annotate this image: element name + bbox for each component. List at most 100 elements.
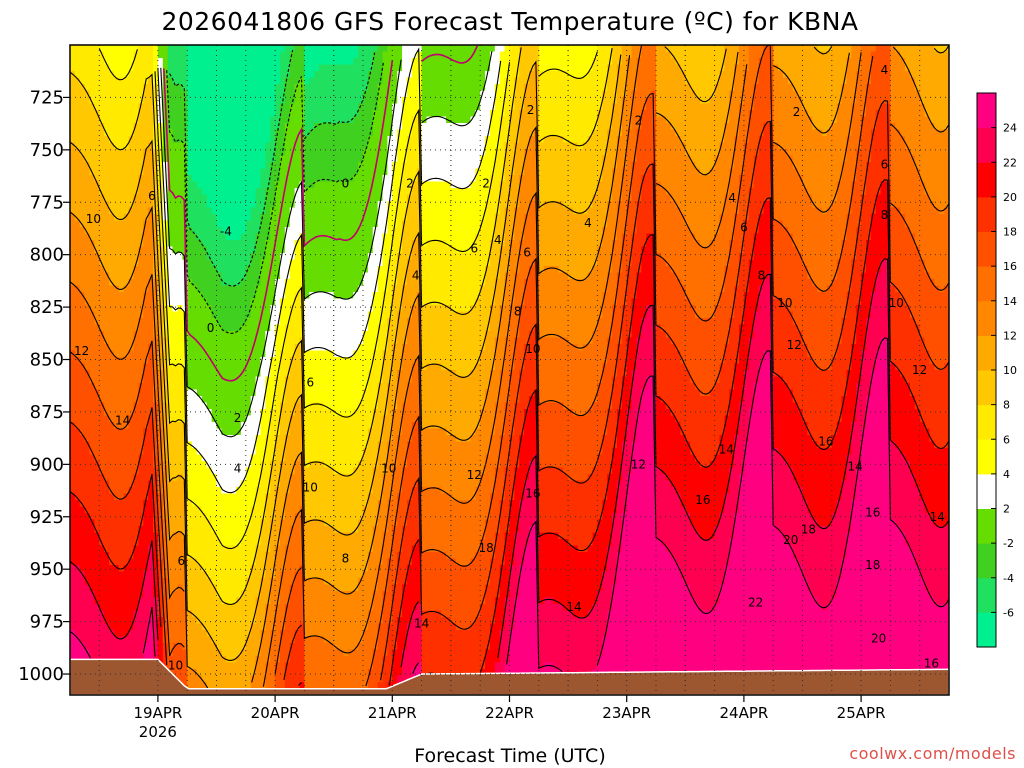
field-cell xyxy=(74,181,81,189)
field-cell xyxy=(143,415,149,423)
field-cell xyxy=(143,175,149,183)
field-cell xyxy=(265,162,271,170)
field-cell xyxy=(196,142,203,150)
field-cell xyxy=(240,266,247,274)
field-cell xyxy=(294,383,301,391)
field-cell xyxy=(74,116,81,124)
field-cell xyxy=(79,636,86,644)
field-cell xyxy=(201,103,208,111)
field-cell xyxy=(109,194,115,202)
field-cell xyxy=(162,233,169,241)
field-cell xyxy=(143,539,149,547)
field-cell xyxy=(187,116,193,124)
field-cell xyxy=(201,129,208,137)
field-cell xyxy=(104,97,110,105)
field-cell xyxy=(231,643,237,651)
field-cell xyxy=(148,357,154,365)
field-cell xyxy=(79,168,86,176)
field-cell xyxy=(153,194,159,202)
field-cell xyxy=(74,363,81,371)
field-cell xyxy=(226,292,232,300)
field-cell xyxy=(70,461,76,469)
field-cell xyxy=(304,675,310,683)
field-cell xyxy=(221,552,227,560)
field-cell xyxy=(167,350,174,358)
field-cell xyxy=(84,110,91,118)
field-cell xyxy=(196,591,203,599)
field-cell xyxy=(109,337,115,345)
field-cell xyxy=(221,201,227,209)
field-cell xyxy=(133,396,139,404)
field-cell xyxy=(128,441,135,449)
field-cell xyxy=(177,116,183,124)
field-cell xyxy=(240,500,247,508)
field-cell xyxy=(226,318,232,326)
field-cell xyxy=(143,253,149,261)
field-cell xyxy=(211,409,218,417)
field-cell xyxy=(236,610,242,618)
field-cell xyxy=(70,565,76,573)
field-cell xyxy=(231,558,237,566)
field-cell xyxy=(89,77,96,85)
field-cell xyxy=(187,142,193,150)
field-cell xyxy=(118,487,125,495)
field-cell xyxy=(177,220,183,228)
field-cell xyxy=(304,51,310,59)
field-cell xyxy=(79,90,86,98)
field-cell xyxy=(201,311,208,319)
field-cell xyxy=(70,584,76,592)
field-cell xyxy=(236,506,242,514)
field-cell xyxy=(275,409,281,417)
field-cell xyxy=(231,539,237,547)
field-cell xyxy=(162,363,169,371)
field-cell xyxy=(231,584,237,592)
field-cell xyxy=(221,649,227,657)
field-cell xyxy=(294,220,301,228)
field-cell xyxy=(187,487,193,495)
field-cell xyxy=(216,175,222,183)
field-cell xyxy=(221,149,227,157)
field-cell xyxy=(128,480,135,488)
field-cell xyxy=(89,259,96,267)
field-cell xyxy=(250,591,257,599)
field-cell xyxy=(79,84,86,92)
field-cell xyxy=(74,279,81,287)
field-cell xyxy=(133,142,139,150)
field-cell xyxy=(206,526,213,534)
field-cell xyxy=(79,539,86,547)
field-cell xyxy=(70,344,76,352)
field-cell xyxy=(162,175,169,183)
field-cell xyxy=(167,324,174,332)
field-cell xyxy=(70,480,76,488)
field-cell xyxy=(113,162,120,170)
field-cell xyxy=(128,168,135,176)
field-cell xyxy=(206,155,213,163)
field-cell xyxy=(177,591,183,599)
field-cell xyxy=(94,285,100,293)
field-cell xyxy=(148,181,154,189)
field-cell xyxy=(172,318,179,326)
field-cell xyxy=(99,448,105,456)
field-cell xyxy=(157,610,164,618)
field-cell xyxy=(113,292,120,300)
field-cell xyxy=(162,45,169,53)
field-cell xyxy=(70,97,76,105)
field-cell xyxy=(138,110,144,118)
field-cell xyxy=(294,168,301,176)
field-cell xyxy=(167,552,174,560)
field-cell xyxy=(84,526,91,534)
field-cell xyxy=(284,253,291,261)
field-cell xyxy=(284,578,291,586)
field-cell xyxy=(245,285,252,293)
field-cell xyxy=(270,45,276,53)
field-cell xyxy=(231,552,237,560)
field-cell xyxy=(70,84,76,92)
field-cell xyxy=(109,227,115,235)
field-cell xyxy=(265,207,271,215)
field-cell xyxy=(104,610,110,618)
field-cell xyxy=(245,675,252,683)
field-cell xyxy=(70,110,76,118)
field-cell xyxy=(177,383,183,391)
